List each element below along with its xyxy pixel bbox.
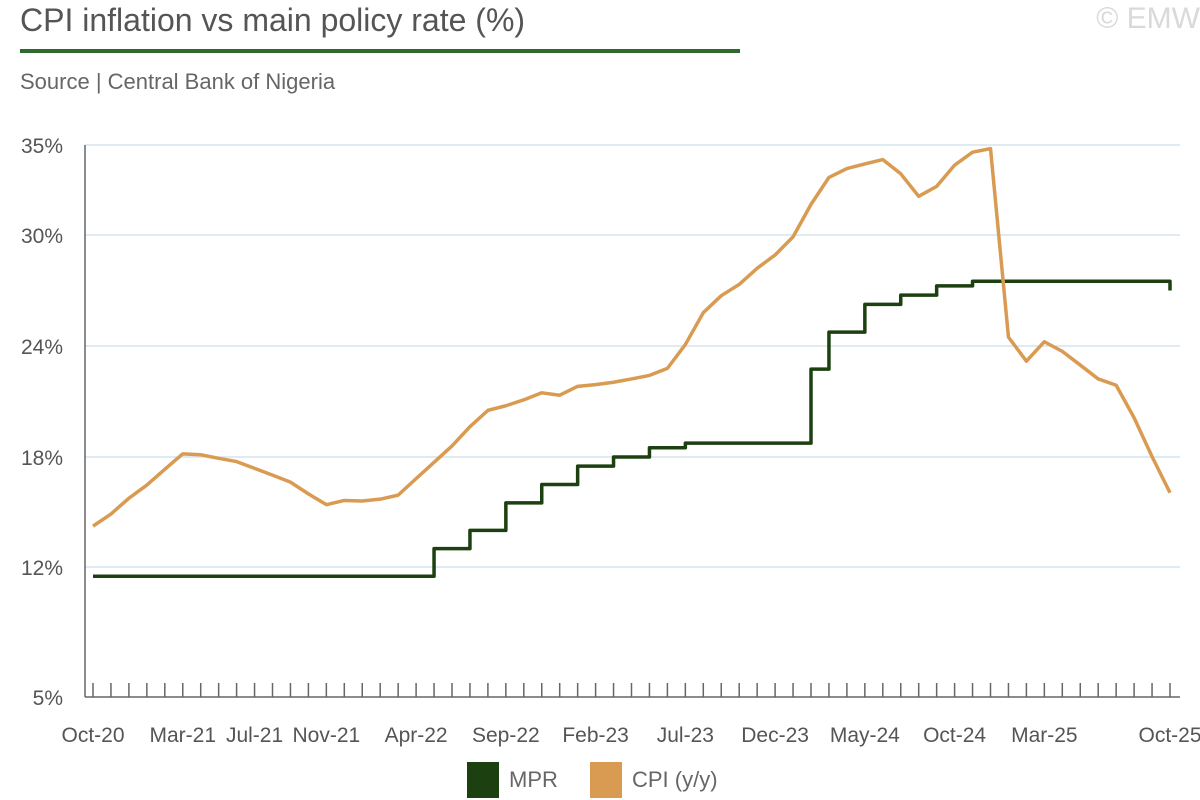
x-tick-label: Jul-23 (657, 724, 714, 747)
series-line-cpi (92, 146, 1172, 528)
x-tick-label: Apr-22 (385, 724, 448, 747)
legend-label-cpi: CPI (y/y) (632, 767, 718, 792)
legend-item-mpr[interactable]: MPR (467, 762, 558, 798)
copyright-mark: © EMW (1096, 2, 1200, 35)
legend-swatch-mpr (467, 762, 499, 798)
legend-label-mpr: MPR (509, 767, 558, 792)
x-tick-label: Oct-24 (923, 724, 986, 747)
chart-title: CPI inflation vs main policy rate (%) (20, 2, 526, 38)
y-tick-label: 18% (21, 447, 63, 470)
y-tick-label: 35% (21, 135, 63, 158)
x-tick-label: Nov-21 (292, 724, 360, 747)
title-underline (20, 49, 740, 53)
x-tick-label: Mar-25 (1011, 724, 1078, 747)
y-tick-label: 30% (21, 225, 63, 248)
x-tick-label: May-24 (830, 724, 900, 747)
x-tick-label: Oct-25 (1138, 724, 1200, 747)
x-tick-label: Sep-22 (472, 724, 540, 747)
legend-item-cpi[interactable]: CPI (y/y) (590, 762, 718, 798)
x-tick-label: Oct-20 (61, 724, 124, 747)
x-tick-label: Dec-23 (741, 724, 809, 747)
y-tick-label: 12% (21, 557, 63, 580)
y-tick-label: 5% (33, 687, 63, 710)
x-tick-label: Mar-21 (149, 724, 216, 747)
x-tick-label: Jul-21 (226, 724, 283, 747)
y-tick-label: 24% (21, 336, 63, 359)
source-note: Source | Central Bank of Nigeria (20, 69, 336, 94)
x-tick-label: Feb-23 (562, 724, 629, 747)
chart-legend: MPR CPI (y/y) (0, 762, 1200, 798)
legend-swatch-cpi (590, 762, 622, 798)
series-line-mpr (93, 279, 1172, 579)
